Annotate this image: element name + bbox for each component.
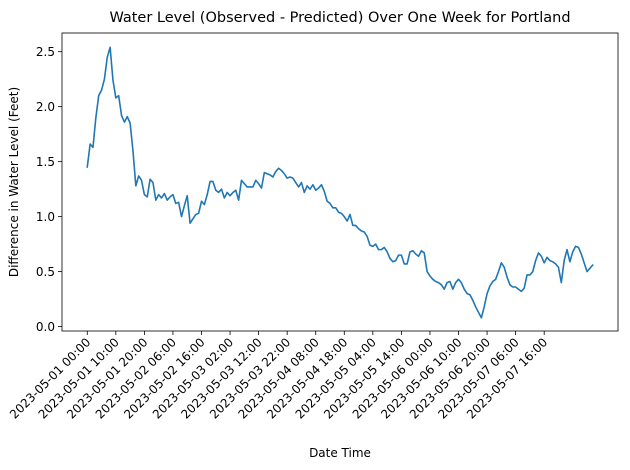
y-tick-label: 0.0	[36, 320, 55, 334]
y-tick-label: 0.5	[36, 265, 55, 279]
y-axis-label: Difference in Water Level (Feet)	[7, 87, 21, 277]
plot-frame	[61, 32, 619, 332]
y-tick-label: 2.5	[36, 45, 55, 59]
y-tick-label: 1.0	[36, 210, 55, 224]
x-axis-label: Date Time	[309, 446, 371, 460]
series-line	[86, 46, 594, 319]
y-tick-label: 2.0	[36, 100, 55, 114]
y-tick-label: 1.5	[36, 155, 55, 169]
chart-title: Water Level (Observed - Predicted) Over …	[109, 10, 570, 26]
